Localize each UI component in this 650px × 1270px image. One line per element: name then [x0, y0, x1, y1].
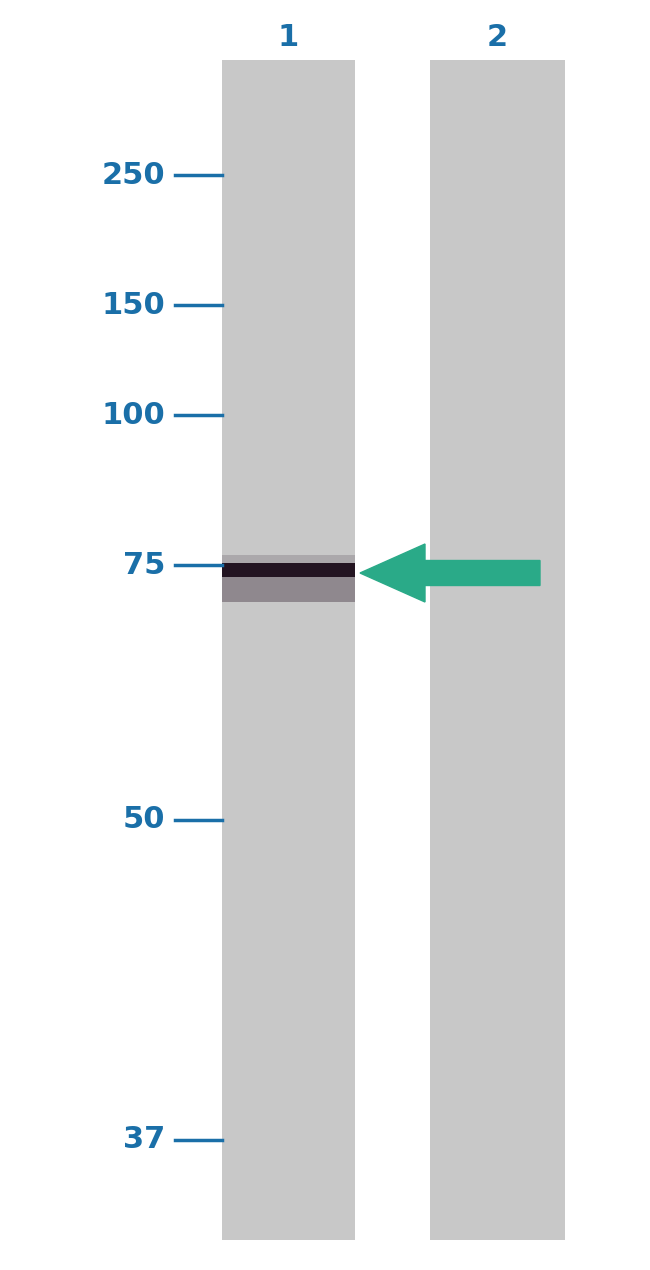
Text: 100: 100 — [101, 400, 165, 429]
Bar — [222, 60, 355, 1240]
FancyArrow shape — [360, 544, 540, 602]
Text: 150: 150 — [101, 291, 165, 320]
Text: 1: 1 — [278, 24, 298, 52]
Text: 37: 37 — [123, 1125, 165, 1154]
Bar — [430, 60, 565, 1240]
Text: 50: 50 — [122, 805, 165, 834]
Text: 2: 2 — [486, 24, 508, 52]
Bar — [222, 577, 355, 602]
Bar — [222, 555, 355, 563]
Text: 75: 75 — [123, 550, 165, 579]
Bar — [222, 563, 355, 577]
Text: 250: 250 — [101, 160, 165, 189]
